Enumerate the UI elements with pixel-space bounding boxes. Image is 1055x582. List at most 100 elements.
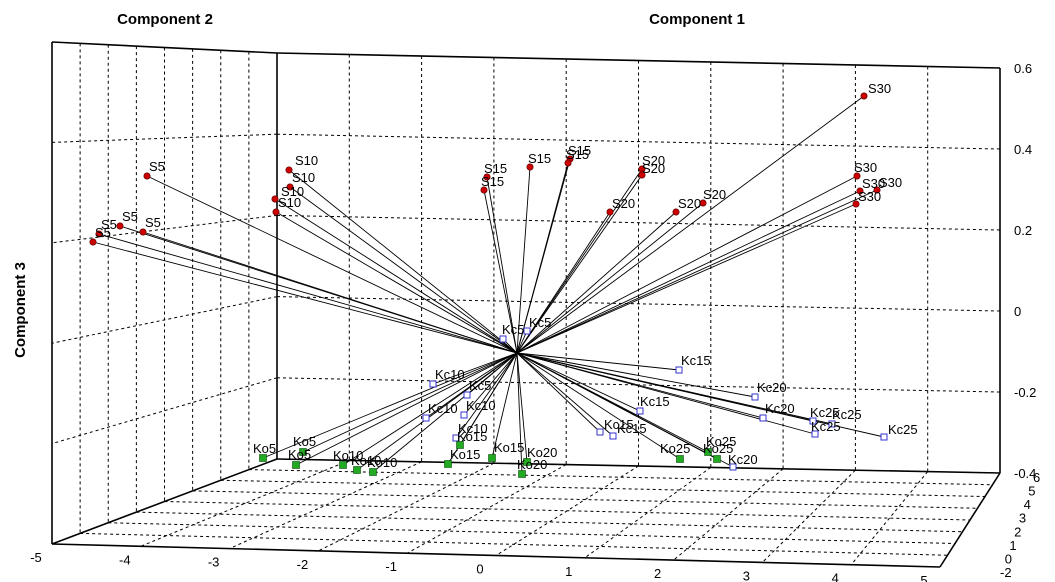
marker-s30 [856,187,864,195]
point-label-kc20: Kc20 [728,452,758,467]
point-label-s10: S10 [278,195,301,210]
loading-vector [516,95,865,354]
loading-vector [516,352,528,463]
marker-kc25 [828,420,836,428]
loading-vector [516,352,601,433]
tick-label-x: 0 [476,562,483,577]
point-label-kc15: Kc15 [617,421,647,436]
loading-vector [516,190,861,354]
marker-s10 [272,208,280,216]
loading-vector [516,168,643,354]
loading-vector [516,174,643,354]
point-label-s20: S20 [678,196,701,211]
point-label-kc10: Kc10 [458,421,488,436]
loading-vector [356,352,518,471]
loading-vector [516,166,531,354]
point-label-kc25: Kc25 [888,422,918,437]
marker-s20 [638,171,646,179]
tick-label-x: 1 [565,564,572,579]
grid-line-floor [164,501,971,521]
grid-line-floor [248,469,993,486]
point-label-ko15: Ko15 [450,447,480,462]
point-label-s15: S15 [481,174,504,189]
loading-vector [98,233,518,354]
point-label-kc5: Kc5 [502,322,524,337]
point-label-ko5: Ko5 [288,447,311,462]
tick-label-y: 0 [1005,551,1012,566]
loading-vector [302,352,518,453]
axis-frame-edge [939,472,1001,568]
axis-frame-edge [276,52,1001,69]
loading-vector [516,352,709,453]
marker-ko25 [676,455,684,463]
marker-kc5 [523,327,531,335]
tick-label-x: 3 [743,568,750,582]
tick-label-y: 2 [1014,524,1021,539]
grid-line-floor [406,464,567,554]
marker-ko20 [523,458,531,466]
loading-vector [262,352,518,459]
tick-label-y: -2 [1000,565,1012,580]
point-label-s15: S15 [484,161,507,176]
point-label-ko10: Ko10 [367,455,397,470]
point-label-s10: S10 [281,184,304,199]
loading-vector [463,352,518,416]
tick-label-z: -0.2 [1014,385,1036,400]
marker-ko25 [704,448,712,456]
point-label-kc20: Kc20 [757,380,787,395]
point-label-s30: S30 [862,176,885,191]
tick-label-y: 3 [1019,511,1026,526]
axis-title-component-3: Component 3 [12,262,29,358]
point-label-s5: S5 [122,209,138,224]
marker-s5 [143,172,151,180]
loading-vector [516,211,611,354]
loading-vector [491,352,518,459]
loading-vector [432,352,518,385]
point-label-s5: S5 [145,215,161,230]
marker-kc15 [636,407,644,415]
grid-line-z [276,133,1001,150]
marker-kc10 [429,380,437,388]
tick-label-z: 0.2 [1014,223,1032,238]
marker-kc5 [499,335,507,343]
marker-ko15 [488,454,496,462]
marker-s20 [699,199,707,207]
point-label-s20: S20 [703,187,726,202]
loading-vector [275,211,518,354]
point-label-kc25: Kc25 [832,407,862,422]
axis-frame-edge [51,458,278,545]
marker-kc15 [596,428,604,436]
tick-label-z: 0 [1014,304,1021,319]
point-label-s20: S20 [642,153,665,168]
grid-line-floor [140,459,350,547]
marker-kc25 [880,433,888,441]
point-label-kc15: Kc15 [604,417,634,432]
axis-title-component-2: Component 2 [117,11,213,28]
marker-ko10 [339,461,347,469]
marker-kc5 [463,391,471,399]
axis-frame-edge [276,458,1001,474]
tick-label-y: 4 [1024,497,1031,512]
point-label-s5: S5 [95,225,111,240]
point-label-s15: S15 [566,147,589,162]
point-label-s5: S5 [149,159,165,174]
loading-vector [516,352,641,412]
marker-ko5 [292,461,300,469]
point-label-kc5: Kc5 [469,378,491,393]
point-label-kc15: Kc15 [681,353,711,368]
marker-ko25 [713,455,721,463]
tick-label-z: -0.4 [1014,466,1036,481]
loading-vector [142,231,518,354]
marker-s5 [89,238,97,246]
marker-s15 [483,173,491,181]
point-label-kc25: Kc25 [810,405,840,420]
point-label-ko15: Ko15 [457,429,487,444]
marker-ko10 [369,468,377,476]
loading-vectors [92,95,885,475]
axis-frame-edge [51,41,278,54]
point-label-kc10: Kc10 [428,401,458,416]
point-label-s20: S20 [642,161,665,176]
point-label-s30: S30 [879,175,902,190]
